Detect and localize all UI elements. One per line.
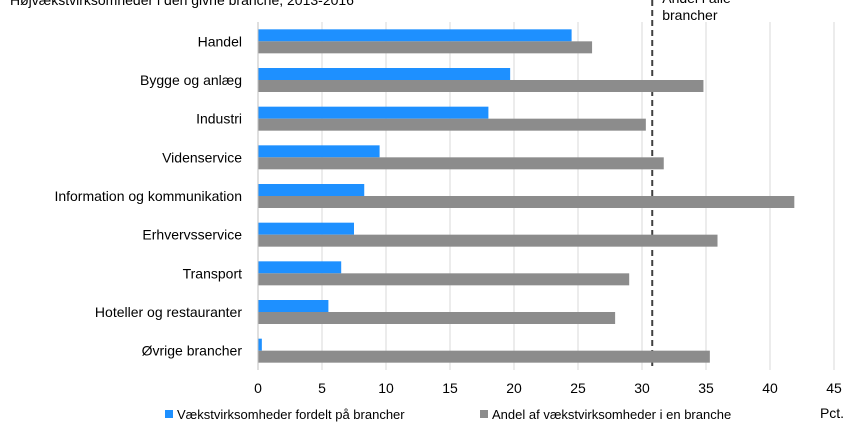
x-axis-label: Pct.: [820, 405, 844, 421]
x-tick-label: 30: [634, 380, 650, 396]
x-tick-label: 35: [698, 380, 714, 396]
x-tick-labels: 0 5 10 15 20 25 30 35 40 45: [254, 380, 842, 396]
category-label: Industri: [196, 111, 242, 127]
bar-vaekst: [258, 184, 365, 196]
category-label: Handel: [198, 33, 242, 49]
bar-vaekst: [258, 145, 380, 158]
bar-andel: [258, 157, 664, 170]
bar-vaekst: [258, 338, 262, 351]
bar-andel: [258, 312, 616, 324]
category-label: Videnservice: [162, 149, 242, 165]
bar-andel: [258, 118, 646, 131]
x-tick-label: 20: [506, 380, 522, 396]
bar-andel: [258, 80, 704, 92]
category-label: Information og kommunikation: [54, 188, 242, 204]
bar-andel: [258, 41, 593, 54]
legend-swatch: [165, 410, 173, 418]
bar-vaekst: [258, 106, 489, 119]
bar-vaekst: [258, 261, 342, 274]
legend-label: Andel af vækstvirksomheder i en branche: [492, 407, 731, 422]
x-tick-label: 15: [442, 380, 458, 396]
bar-vaekst: [258, 29, 572, 42]
category-label: Hoteller og restauranter: [95, 304, 242, 320]
legend-swatch: [480, 410, 488, 418]
bar-andel: [258, 196, 795, 208]
category-label: Transport: [183, 265, 243, 281]
reference-line-group: Andel i allebrancher: [651, 0, 731, 370]
bar-andel: [258, 234, 718, 247]
x-tick-label: 45: [826, 380, 842, 396]
legend: Vækstvirksomheder fordelt på brancher And…: [165, 407, 731, 422]
bar-andel: [258, 273, 630, 286]
x-tick-label: 0: [254, 380, 262, 396]
x-tick-label: 25: [570, 380, 586, 396]
bar-vaekst: [258, 300, 329, 312]
bar-vaekst: [258, 68, 511, 80]
bar-vaekst: [258, 222, 354, 235]
legend-label: Vækstvirksomheder fordelt på brancher: [177, 407, 405, 422]
reference-line-label: Andel i alle: [662, 0, 731, 6]
category-label: Øvrige brancher: [142, 343, 243, 359]
x-tick-label: 40: [762, 380, 778, 396]
x-tick-label: 10: [378, 380, 394, 396]
bars: [258, 29, 795, 363]
category-label: Bygge og anlæg: [140, 72, 242, 88]
category-label: Erhvervsservice: [142, 227, 242, 243]
reference-line-label: brancher: [662, 7, 718, 23]
x-tick-label: 5: [318, 380, 326, 396]
bar-andel: [258, 350, 710, 363]
chart-title: Højvækstvirksomheder i den givne branche…: [10, 0, 354, 8]
category-labels: Handel Bygge og anlæg Industri Videnservice…: [54, 33, 242, 358]
